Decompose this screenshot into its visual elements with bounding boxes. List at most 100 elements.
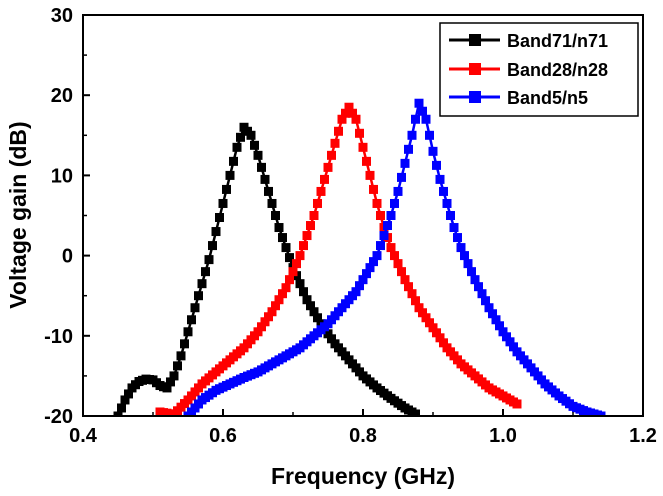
data-point (320, 174, 329, 184)
data-point (208, 241, 217, 251)
series-2 (155, 102, 522, 416)
data-point (418, 308, 427, 318)
data-point (477, 289, 487, 299)
data-point (299, 241, 308, 251)
data-point (439, 186, 448, 196)
data-point (285, 253, 294, 263)
x-axis-title: Frequency (GHz) (271, 463, 455, 489)
data-point (264, 186, 273, 196)
data-point (232, 142, 242, 152)
data-point (365, 263, 375, 273)
data-point (421, 114, 431, 124)
data-point (253, 327, 263, 337)
data-point (386, 243, 396, 253)
data-point (271, 211, 280, 220)
y-tick-label: 0 (62, 246, 73, 268)
data-point (463, 259, 473, 269)
data-point (358, 142, 368, 152)
data-point (453, 233, 462, 243)
data-point (383, 221, 392, 231)
data-point (407, 130, 417, 140)
data-point (250, 140, 259, 150)
data-point (306, 301, 315, 311)
data-point (267, 198, 277, 208)
data-point (509, 342, 518, 352)
data-point (246, 130, 256, 140)
data-point (309, 211, 319, 220)
data-point (512, 399, 522, 409)
data-point (411, 296, 420, 306)
data-point (372, 198, 382, 208)
data-point (376, 241, 385, 251)
data-point (166, 377, 175, 387)
data-point (442, 198, 452, 208)
data-point (351, 287, 361, 297)
data-point (274, 295, 284, 305)
data-point (295, 279, 305, 289)
data-point (257, 322, 266, 332)
data-point (397, 172, 406, 182)
data-point (271, 301, 280, 311)
data-point (334, 126, 343, 136)
data-point (393, 186, 403, 196)
data-point (260, 317, 270, 327)
data-point (229, 156, 238, 166)
data-point (362, 269, 371, 279)
data-point (369, 184, 378, 194)
data-point (467, 267, 476, 277)
data-point (456, 243, 466, 253)
data-point (323, 329, 333, 339)
data-point (222, 184, 231, 194)
data-point (414, 303, 424, 313)
data-point (327, 150, 336, 160)
data-point (365, 170, 375, 180)
data-point (197, 279, 207, 289)
data-point (257, 162, 266, 172)
data-point (313, 198, 322, 208)
data-point (362, 156, 371, 166)
data-point (439, 338, 448, 348)
data-point (358, 275, 368, 285)
data-point (281, 243, 291, 253)
series-1 (113, 122, 420, 416)
data-point (288, 267, 298, 277)
data-point (344, 102, 354, 112)
data-point (124, 389, 133, 399)
data-point (302, 231, 312, 241)
data-point (285, 275, 294, 285)
data-point (411, 114, 420, 124)
data-point (379, 231, 389, 241)
data-point (306, 221, 315, 231)
ticks-layer (82, 14, 644, 417)
data-point (495, 321, 504, 331)
data-point (299, 287, 308, 297)
data-point (411, 409, 420, 416)
data-point (309, 307, 319, 317)
data-point (460, 251, 469, 261)
data-point (295, 251, 305, 261)
data-point (404, 144, 413, 154)
data-point (390, 198, 399, 208)
data-point (162, 383, 172, 393)
data-point (425, 318, 434, 328)
data-point (393, 259, 403, 269)
data-point (435, 333, 445, 343)
data-point (488, 309, 497, 319)
y-tick-label: 30 (51, 5, 73, 27)
legend-marker (469, 91, 481, 103)
data-point (327, 334, 336, 344)
data-point (169, 371, 179, 381)
data-point (390, 251, 399, 261)
data-point (211, 227, 221, 237)
data-point (432, 160, 441, 170)
data-point (421, 313, 431, 323)
data-point (187, 315, 196, 325)
data-point (120, 395, 130, 405)
data-point (414, 98, 424, 108)
data-point (278, 233, 287, 243)
data-point (502, 332, 511, 342)
y-tick-label: 20 (51, 85, 73, 107)
data-point (260, 174, 270, 184)
data-point (113, 411, 123, 416)
